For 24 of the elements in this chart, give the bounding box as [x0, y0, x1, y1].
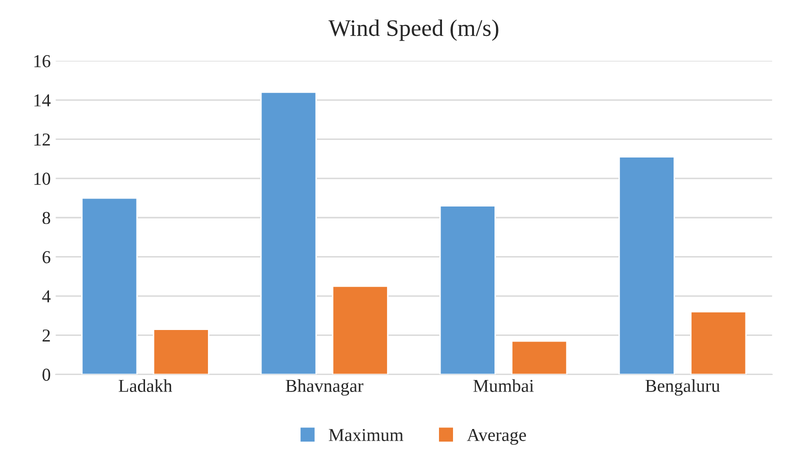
bar [260, 92, 317, 374]
y-tick-label: 4 [42, 290, 51, 302]
x-tick-label: Bengaluru [645, 379, 720, 396]
chart-title: Wind Speed (m/s) [328, 19, 498, 41]
y-tick-label: 14 [34, 94, 51, 106]
bar [511, 340, 568, 374]
bar [152, 328, 210, 374]
legend-label: Maximum [328, 428, 404, 442]
y-tick-label: 6 [42, 251, 50, 264]
y-tick-label: 12 [34, 134, 50, 146]
bar [332, 286, 388, 374]
x-tick-label: Ladakh [118, 379, 172, 392]
y-tick-label: 8 [42, 212, 50, 224]
y-tick-label: 16 [34, 55, 50, 68]
legend-label: Average [466, 428, 526, 445]
y-tick-label: 2 [42, 330, 50, 342]
x-tick-label: Mumbai [473, 379, 534, 392]
y-tick-label: 10 [34, 172, 50, 185]
bar [690, 310, 747, 374]
x-tick-label: Bhavnagar [286, 379, 364, 396]
bar [81, 197, 138, 374]
bar [439, 205, 496, 374]
bar [618, 156, 675, 374]
y-tick-label: 0 [42, 368, 50, 381]
